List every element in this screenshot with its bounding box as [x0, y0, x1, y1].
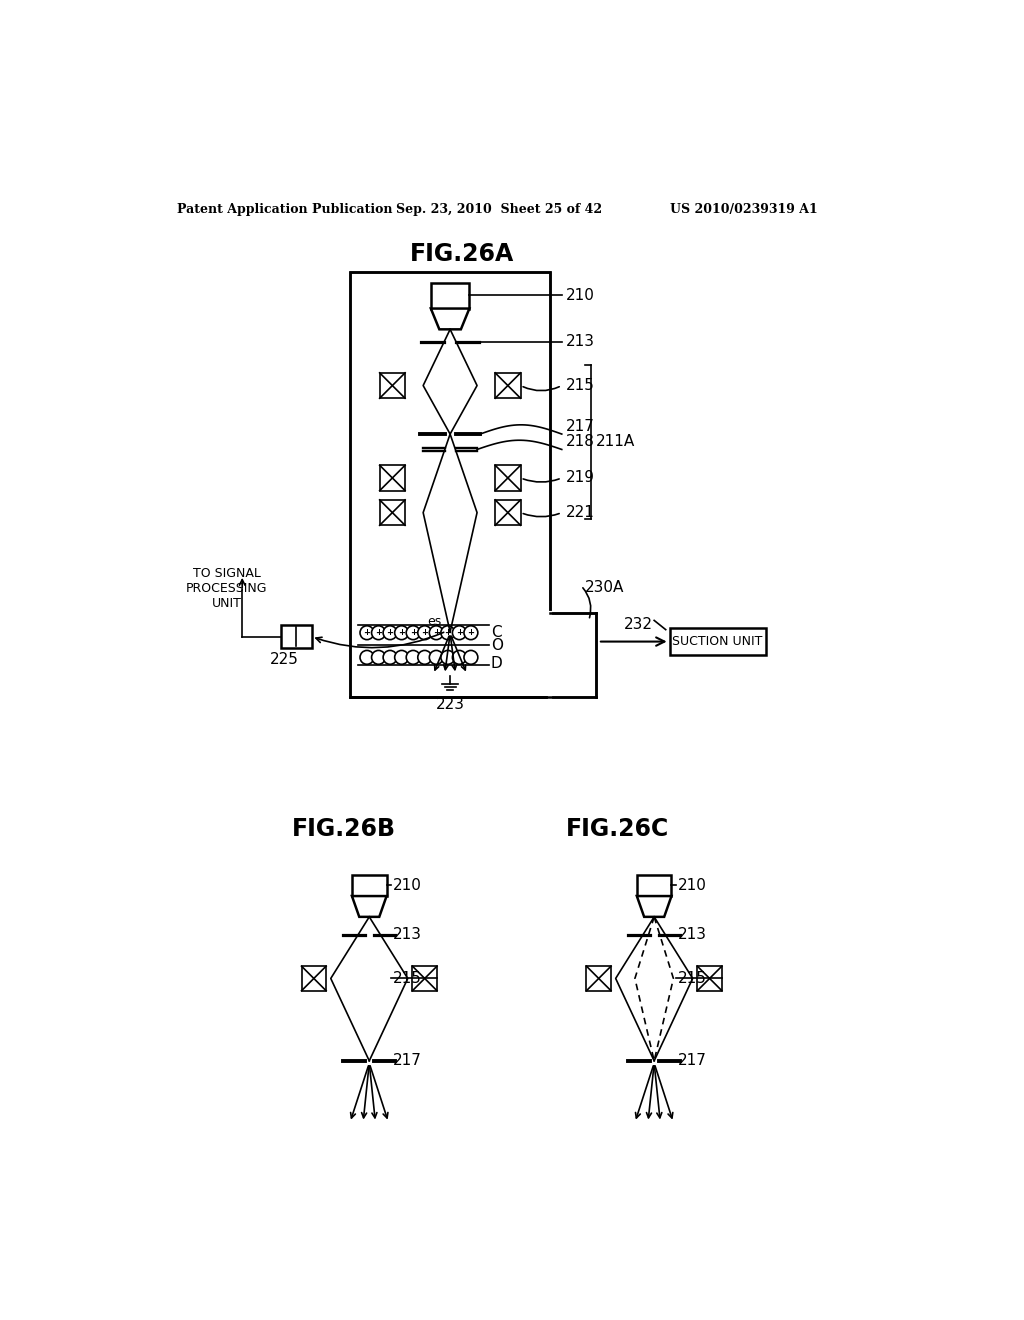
Text: FIG.26C: FIG.26C: [565, 817, 669, 841]
Bar: [496, 465, 520, 491]
Text: Patent Application Publication: Patent Application Publication: [177, 203, 392, 216]
Circle shape: [453, 626, 466, 640]
Circle shape: [360, 651, 374, 664]
Text: FIG.26B: FIG.26B: [292, 817, 396, 841]
Circle shape: [464, 651, 478, 664]
Text: 210: 210: [565, 288, 595, 304]
Circle shape: [407, 651, 420, 664]
Text: 230A: 230A: [585, 581, 625, 595]
Circle shape: [383, 651, 397, 664]
Text: +: +: [410, 628, 417, 638]
Text: 225: 225: [270, 652, 299, 667]
Circle shape: [453, 651, 466, 664]
Text: TO SIGNAL
PROCESSING
UNIT: TO SIGNAL PROCESSING UNIT: [186, 568, 267, 610]
Bar: [496, 500, 520, 525]
Text: US 2010/0239319 A1: US 2010/0239319 A1: [670, 203, 817, 216]
Circle shape: [429, 651, 443, 664]
Bar: [431, 284, 469, 309]
Bar: [587, 966, 611, 991]
Bar: [380, 500, 406, 525]
Text: 213: 213: [565, 334, 595, 350]
Bar: [550, 612, 596, 697]
Text: D: D: [490, 656, 503, 671]
Text: 215: 215: [678, 972, 707, 986]
Text: 232: 232: [625, 616, 653, 631]
Bar: [301, 966, 326, 991]
Circle shape: [394, 651, 409, 664]
Circle shape: [360, 626, 374, 640]
Text: 215: 215: [393, 972, 422, 986]
Text: 213: 213: [678, 927, 707, 942]
Text: +: +: [375, 628, 382, 638]
Text: +: +: [398, 628, 406, 638]
Text: 217: 217: [678, 1053, 707, 1068]
Text: +: +: [467, 628, 474, 638]
Circle shape: [441, 651, 455, 664]
Circle shape: [418, 626, 432, 640]
Text: 210: 210: [393, 878, 422, 892]
Text: 211A: 211A: [596, 434, 635, 449]
Text: 223: 223: [435, 697, 465, 713]
Circle shape: [407, 626, 420, 640]
Bar: [380, 372, 406, 399]
Circle shape: [372, 626, 385, 640]
Text: +: +: [386, 628, 393, 638]
Bar: [413, 966, 437, 991]
Bar: [670, 628, 766, 655]
Polygon shape: [431, 309, 469, 330]
Text: +: +: [364, 628, 371, 638]
Text: 213: 213: [393, 927, 422, 942]
Text: 217: 217: [393, 1053, 422, 1068]
Circle shape: [418, 651, 432, 664]
Text: FIG.26A: FIG.26A: [410, 242, 514, 265]
Text: 215: 215: [565, 378, 595, 393]
Circle shape: [429, 626, 443, 640]
Text: SUCTION UNIT: SUCTION UNIT: [673, 635, 763, 648]
Bar: [350, 272, 550, 697]
Text: es: es: [427, 615, 441, 628]
Polygon shape: [637, 896, 672, 917]
Circle shape: [441, 626, 455, 640]
Text: +: +: [433, 628, 439, 638]
Text: 221: 221: [565, 506, 595, 520]
Circle shape: [394, 626, 409, 640]
Bar: [697, 966, 722, 991]
Bar: [380, 465, 406, 491]
Circle shape: [372, 651, 385, 664]
Text: +: +: [456, 628, 463, 638]
Text: C: C: [490, 626, 502, 640]
Bar: [352, 875, 387, 896]
Bar: [637, 875, 672, 896]
Text: 210: 210: [678, 878, 707, 892]
Bar: [350, 272, 550, 697]
Circle shape: [464, 626, 478, 640]
Text: O: O: [490, 638, 503, 652]
Bar: [496, 372, 520, 399]
Polygon shape: [352, 896, 387, 917]
Text: +: +: [421, 628, 428, 638]
Bar: [281, 626, 311, 648]
Text: 219: 219: [565, 470, 595, 486]
Text: +: +: [444, 628, 452, 638]
Text: Sep. 23, 2010  Sheet 25 of 42: Sep. 23, 2010 Sheet 25 of 42: [396, 203, 602, 216]
Text: 218: 218: [565, 434, 595, 449]
Circle shape: [383, 626, 397, 640]
Text: 217: 217: [565, 418, 595, 434]
